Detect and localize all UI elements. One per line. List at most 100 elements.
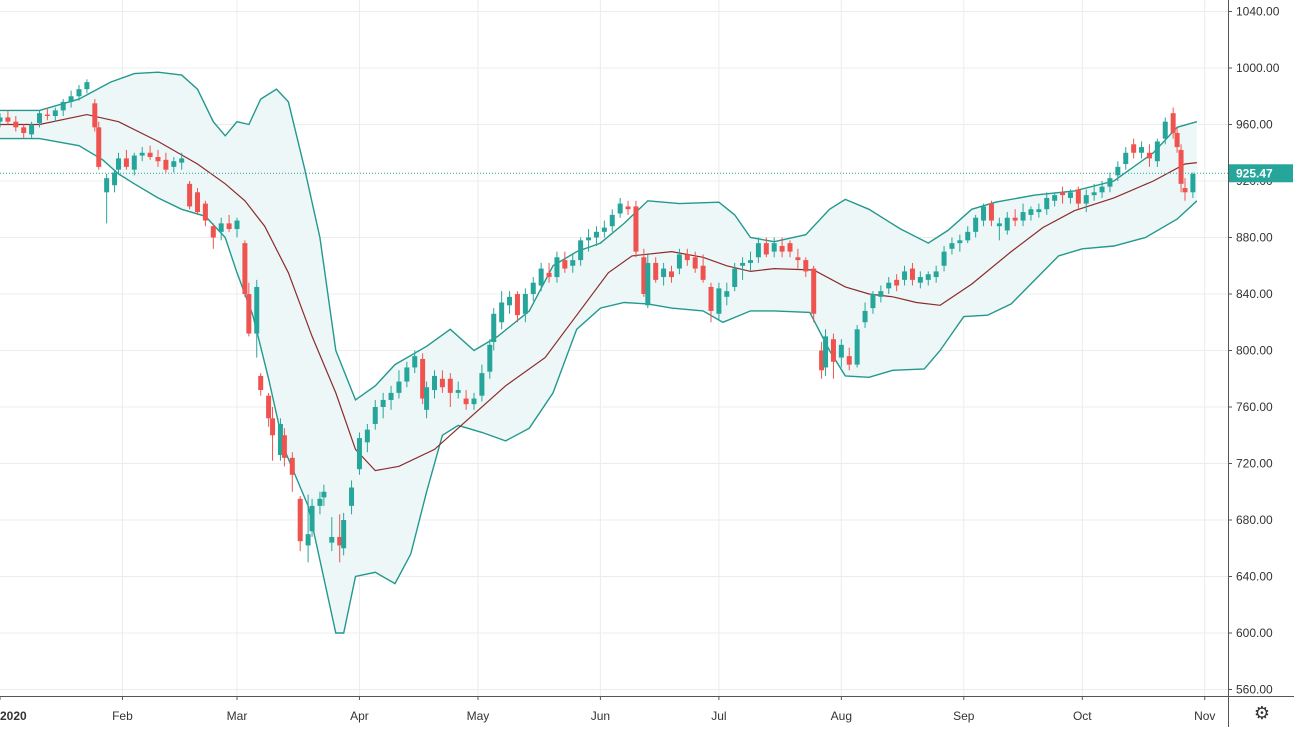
candle-body — [242, 243, 248, 294]
candle — [37, 110, 42, 128]
candle — [546, 262, 552, 283]
candle — [471, 392, 477, 410]
candle-body — [171, 161, 177, 167]
candle-body — [578, 240, 584, 261]
candle-body — [724, 291, 730, 297]
candle — [281, 428, 287, 467]
candle — [653, 257, 659, 283]
candle-body — [139, 152, 145, 156]
candle-body — [593, 231, 599, 238]
candle-body — [104, 178, 110, 193]
candle — [1170, 107, 1176, 139]
candle — [226, 214, 232, 232]
candle — [116, 152, 121, 174]
candle-body — [309, 505, 315, 532]
candle-body — [909, 268, 915, 280]
time-tick-label: Aug — [831, 709, 852, 723]
candle-body — [771, 243, 777, 252]
candle-body — [748, 260, 753, 263]
candle — [96, 121, 102, 170]
candle-body — [396, 381, 402, 393]
candle — [578, 237, 584, 266]
candle-body — [491, 313, 497, 343]
candle — [1075, 186, 1081, 210]
candle-body — [988, 203, 994, 221]
candle-body — [499, 302, 505, 323]
candle-body — [404, 367, 410, 382]
candle — [349, 480, 355, 515]
price-tick-label: 760.00 — [1236, 400, 1273, 414]
candle — [811, 265, 817, 323]
candle-body — [447, 378, 453, 393]
candle-body — [179, 158, 185, 163]
candle-body — [147, 152, 153, 157]
candle-body — [854, 329, 860, 365]
candle-body — [1020, 212, 1026, 221]
candle — [139, 147, 145, 162]
candle — [617, 197, 623, 218]
candle-body — [795, 257, 801, 261]
candle-body — [13, 121, 19, 128]
candle-body — [862, 310, 868, 323]
candle-body — [708, 286, 714, 311]
candle — [609, 209, 615, 232]
candle — [321, 484, 327, 506]
candle-body — [1131, 144, 1137, 153]
candle-body — [29, 124, 35, 135]
candle — [341, 512, 347, 556]
candle — [1131, 138, 1137, 159]
time-tick-label: Mar — [227, 709, 248, 723]
candle-body — [811, 268, 817, 314]
candle — [586, 229, 592, 252]
last-price-tag[interactable]: 925.47 — [1229, 164, 1293, 183]
candle — [258, 373, 264, 396]
candle — [380, 392, 386, 419]
candle-body — [1107, 178, 1113, 187]
candle-body — [277, 423, 283, 456]
candle — [716, 282, 722, 320]
candle — [965, 226, 971, 244]
candle — [933, 265, 939, 283]
candle-body — [755, 243, 761, 258]
candle-body — [653, 262, 659, 280]
candle-body — [388, 392, 394, 400]
candle-body — [1091, 192, 1097, 196]
candle — [957, 234, 963, 252]
time-tick-label: Jun — [591, 709, 610, 723]
candle — [830, 333, 836, 379]
candle-body — [601, 227, 607, 232]
candle-body — [1162, 121, 1168, 139]
candle — [917, 271, 923, 289]
candle — [846, 347, 852, 371]
candle-body — [254, 286, 260, 334]
candle — [179, 152, 185, 170]
candle-body — [522, 294, 528, 314]
candle — [1174, 127, 1180, 153]
settings-gear-icon[interactable]: ⚙ — [1253, 703, 1271, 723]
candle-body — [1044, 197, 1050, 210]
candle — [676, 248, 682, 275]
price-tick-label: 840.00 — [1236, 287, 1273, 301]
candle-body — [676, 254, 682, 269]
candle — [0, 113, 3, 128]
candle — [104, 173, 110, 224]
candle-body — [337, 536, 343, 546]
time-tick-label: Sep — [953, 709, 975, 723]
candle — [44, 107, 50, 121]
candle-body — [1060, 192, 1066, 196]
candle — [661, 262, 667, 286]
price-tick-label: 680.00 — [1236, 513, 1273, 527]
candle-body — [1182, 188, 1188, 193]
candle — [763, 237, 769, 258]
candle-body — [965, 231, 971, 241]
price-tick-label: 1040.00 — [1236, 5, 1280, 19]
candle — [771, 237, 777, 258]
candle — [424, 381, 430, 419]
candle-body — [1190, 173, 1196, 193]
candle — [84, 79, 90, 94]
candle — [838, 339, 844, 368]
candle — [5, 110, 11, 125]
candle — [404, 361, 410, 388]
